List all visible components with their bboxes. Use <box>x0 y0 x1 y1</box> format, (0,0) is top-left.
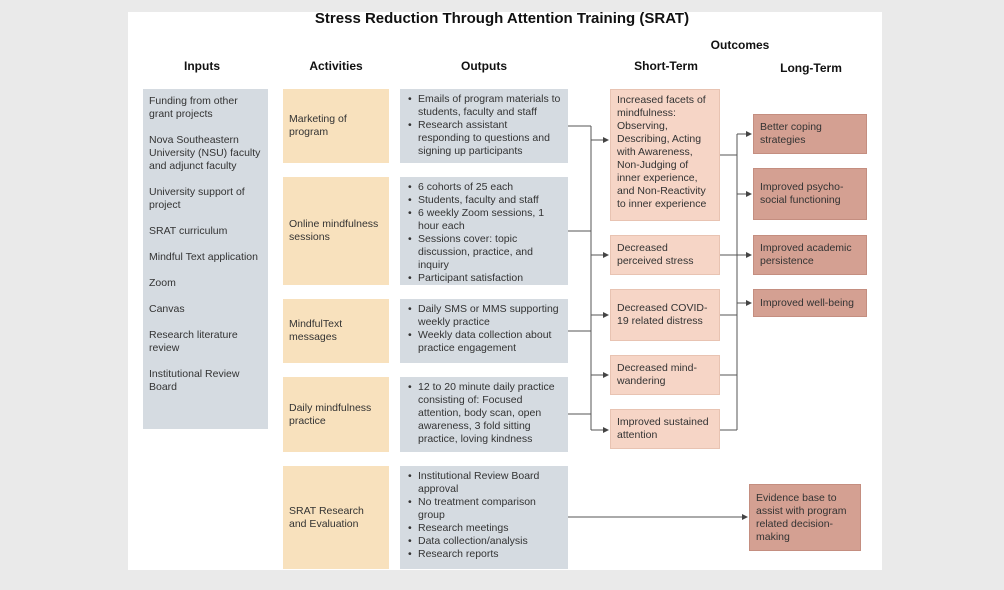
long-term-coping: Better coping strategies <box>753 114 867 154</box>
output-item: Sessions cover: topic discussion, practi… <box>408 233 562 272</box>
output-marketing: Emails of program materials to students,… <box>400 89 568 163</box>
output-mindfultext: Daily SMS or MMS supporting weekly pract… <box>400 299 568 363</box>
output-item: Daily SMS or MMS supporting weekly pract… <box>408 303 562 329</box>
short-term-covid-distress: Decreased COVID-19 related distress <box>610 289 720 341</box>
header-long-term: Long-Term <box>780 61 842 75</box>
output-item: Weekly data collection about practice en… <box>408 329 562 355</box>
output-item: Data collection/analysis <box>408 535 562 548</box>
input-item: Research literature review <box>149 329 238 354</box>
long-term-label: Improved psycho-social functioning <box>760 181 844 206</box>
activity-label: Marketing of program <box>289 113 347 138</box>
short-term-stress: Decreased perceived stress <box>610 235 720 275</box>
activity-label: Daily mindfulness practice <box>289 401 372 427</box>
long-term-wellbeing: Improved well-being <box>753 289 867 317</box>
long-term-label: Improved well-being <box>760 296 854 309</box>
output-item: Students, faculty and staff <box>408 194 562 207</box>
header-outputs: Outputs <box>461 59 507 73</box>
activity-online-sessions: Online mindfulness sessions <box>283 177 389 285</box>
long-term-psychosocial: Improved psycho-social functioning <box>753 168 867 220</box>
short-term-label: Decreased mind-wandering <box>617 362 697 387</box>
short-term-attention: Improved sustained attention <box>610 409 720 449</box>
input-item: Zoom <box>149 277 176 289</box>
long-term-evidence-base: Evidence base to assist with program rel… <box>749 484 861 551</box>
header-outcomes: Outcomes <box>710 38 770 52</box>
activity-research-evaluation: SRAT Research and Evaluation <box>283 466 389 569</box>
short-term-mind-wandering: Decreased mind-wandering <box>610 355 720 395</box>
output-item: 6 cohorts of 25 each <box>408 181 562 194</box>
output-item: Emails of program materials to students,… <box>408 93 562 119</box>
output-online-sessions: 6 cohorts of 25 each Students, faculty a… <box>400 177 568 285</box>
input-item: Mindful Text application <box>149 251 258 263</box>
output-item: Research meetings <box>408 522 562 535</box>
input-item: SRAT curriculum <box>149 225 228 237</box>
activity-mindfultext: MindfulText messages <box>283 299 389 363</box>
long-term-label: Evidence base to assist with program rel… <box>756 491 847 543</box>
output-item: Research reports <box>408 548 562 561</box>
short-term-label: Improved sustained attention <box>617 416 709 441</box>
output-item: Institutional Review Board approval <box>408 470 562 496</box>
input-item: Institutional Review Board <box>149 368 240 393</box>
output-research-evaluation: Institutional Review Board approval No t… <box>400 466 568 569</box>
output-item: Research assistant responding to questio… <box>408 119 562 158</box>
input-item: Canvas <box>149 303 185 315</box>
long-term-academic: Improved academic persistence <box>753 235 867 275</box>
output-item: 12 to 20 minute daily practice consistin… <box>408 381 562 446</box>
output-item: No treatment comparison group <box>408 496 562 522</box>
long-term-label: Better coping strategies <box>760 121 822 146</box>
short-term-mindfulness: Increased facets of mindfulness: Observi… <box>610 89 720 221</box>
header-inputs: Inputs <box>184 59 220 73</box>
activity-label: SRAT Research and Evaluation <box>289 504 364 530</box>
input-item: Nova Southeastern University (NSU) facul… <box>149 134 261 172</box>
inputs-box: Funding from other grant projects Nova S… <box>143 89 268 429</box>
short-term-label: Decreased COVID-19 related distress <box>617 302 708 327</box>
activity-label: MindfulText messages <box>289 318 343 343</box>
input-item: Funding from other grant projects <box>149 95 238 120</box>
short-term-label: Increased facets of mindfulness: Observi… <box>617 94 707 210</box>
activity-label: Online mindfulness sessions <box>289 218 379 243</box>
short-term-label: Decreased perceived stress <box>617 242 694 267</box>
activity-marketing: Marketing of program <box>283 89 389 163</box>
output-daily-practice: 12 to 20 minute daily practice consistin… <box>400 377 568 452</box>
header-short-term: Short-Term <box>634 59 698 73</box>
diagram-title: Stress Reduction Through Attention Train… <box>314 10 690 27</box>
header-activities: Activities <box>309 59 363 73</box>
output-item: 6 weekly Zoom sessions, 1 hour each <box>408 207 562 233</box>
long-term-label: Improved academic persistence <box>760 242 852 267</box>
output-item: Participant satisfaction <box>408 272 562 285</box>
activity-daily-practice: Daily mindfulness practice <box>283 377 389 452</box>
input-item: University support of project <box>149 186 245 211</box>
